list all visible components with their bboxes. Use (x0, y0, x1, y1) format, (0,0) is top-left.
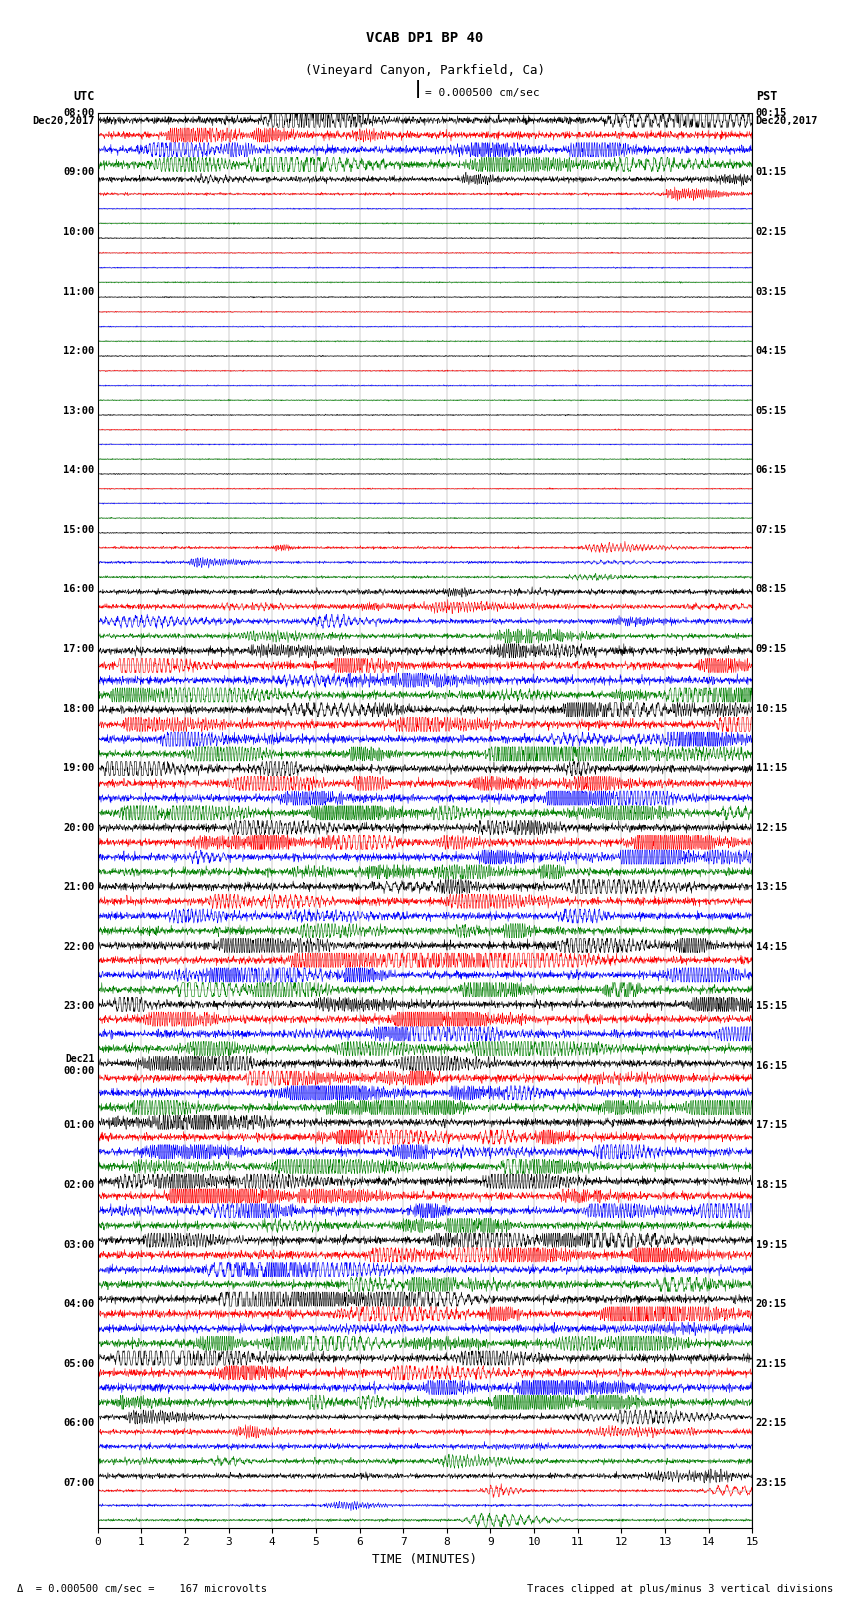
Text: 02:15: 02:15 (756, 227, 787, 237)
Text: 04:15: 04:15 (756, 347, 787, 356)
Text: Δ  = 0.000500 cm/sec =    167 microvolts: Δ = 0.000500 cm/sec = 167 microvolts (17, 1584, 267, 1594)
Text: 17:15: 17:15 (756, 1121, 787, 1131)
Text: 00:15: 00:15 (756, 108, 787, 118)
Text: 19:15: 19:15 (756, 1240, 787, 1250)
X-axis label: TIME (MINUTES): TIME (MINUTES) (372, 1553, 478, 1566)
Text: 14:00: 14:00 (63, 465, 94, 476)
Text: 12:15: 12:15 (756, 823, 787, 832)
Text: 23:15: 23:15 (756, 1478, 787, 1487)
Text: 15:00: 15:00 (63, 524, 94, 536)
Text: 08:00: 08:00 (63, 108, 94, 118)
Text: |: | (413, 81, 423, 98)
Text: 03:15: 03:15 (756, 287, 787, 297)
Text: (Vineyard Canyon, Parkfield, Ca): (Vineyard Canyon, Parkfield, Ca) (305, 65, 545, 77)
Text: 05:15: 05:15 (756, 406, 787, 416)
Text: 08:15: 08:15 (756, 584, 787, 595)
Text: 20:15: 20:15 (756, 1298, 787, 1310)
Text: 05:00: 05:00 (63, 1358, 94, 1369)
Text: VCAB DP1 BP 40: VCAB DP1 BP 40 (366, 31, 484, 45)
Text: = 0.000500 cm/sec: = 0.000500 cm/sec (425, 89, 540, 98)
Text: 03:00: 03:00 (63, 1240, 94, 1250)
Text: Dec20,2017: Dec20,2017 (31, 116, 94, 126)
Text: Dec21: Dec21 (65, 1055, 94, 1065)
Text: 10:15: 10:15 (756, 703, 787, 713)
Text: 06:15: 06:15 (756, 465, 787, 476)
Text: Dec20,2017: Dec20,2017 (756, 116, 819, 126)
Text: 18:00: 18:00 (63, 703, 94, 713)
Text: 10:00: 10:00 (63, 227, 94, 237)
Text: 21:00: 21:00 (63, 882, 94, 892)
Text: 19:00: 19:00 (63, 763, 94, 773)
Text: 22:00: 22:00 (63, 942, 94, 952)
Text: 15:15: 15:15 (756, 1002, 787, 1011)
Text: 11:15: 11:15 (756, 763, 787, 773)
Text: 14:15: 14:15 (756, 942, 787, 952)
Text: 16:15: 16:15 (756, 1061, 787, 1071)
Text: 17:00: 17:00 (63, 644, 94, 653)
Text: 16:00: 16:00 (63, 584, 94, 595)
Text: 23:00: 23:00 (63, 1002, 94, 1011)
Text: 06:00: 06:00 (63, 1418, 94, 1428)
Text: 07:00: 07:00 (63, 1478, 94, 1487)
Text: 13:15: 13:15 (756, 882, 787, 892)
Text: 09:15: 09:15 (756, 644, 787, 653)
Text: 18:15: 18:15 (756, 1181, 787, 1190)
Text: 13:00: 13:00 (63, 406, 94, 416)
Text: 02:00: 02:00 (63, 1181, 94, 1190)
Text: Traces clipped at plus/minus 3 vertical divisions: Traces clipped at plus/minus 3 vertical … (527, 1584, 833, 1594)
Text: UTC: UTC (73, 90, 94, 103)
Text: 09:00: 09:00 (63, 168, 94, 177)
Text: 21:15: 21:15 (756, 1358, 787, 1369)
Text: 22:15: 22:15 (756, 1418, 787, 1428)
Text: 12:00: 12:00 (63, 347, 94, 356)
Text: 01:00: 01:00 (63, 1121, 94, 1131)
Text: 07:15: 07:15 (756, 524, 787, 536)
Text: 04:00: 04:00 (63, 1298, 94, 1310)
Text: 00:00: 00:00 (63, 1066, 94, 1076)
Text: 20:00: 20:00 (63, 823, 94, 832)
Text: PST: PST (756, 90, 777, 103)
Text: 11:00: 11:00 (63, 287, 94, 297)
Text: 01:15: 01:15 (756, 168, 787, 177)
